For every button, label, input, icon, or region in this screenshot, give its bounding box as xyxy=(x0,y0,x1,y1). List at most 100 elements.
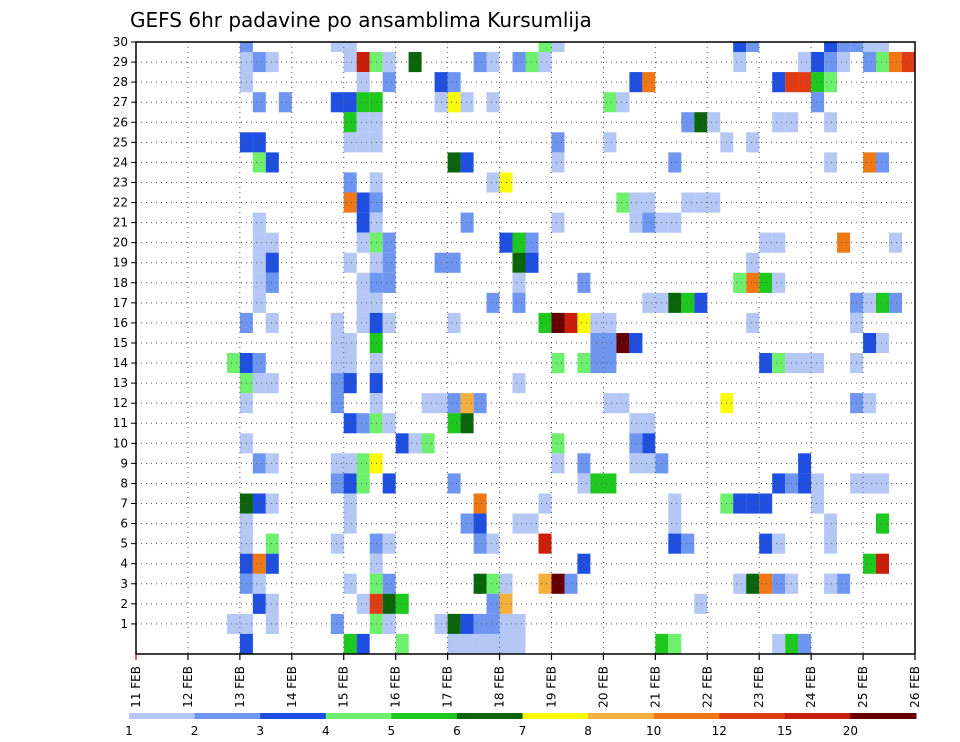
y-tick-label: 14 xyxy=(113,356,128,370)
heatmap-cell xyxy=(512,252,526,273)
heatmap-cell xyxy=(252,92,266,113)
heatmap-cell xyxy=(265,453,279,474)
heatmap-cell xyxy=(460,613,474,634)
heatmap-cell xyxy=(772,473,786,494)
heatmap-cell xyxy=(356,453,370,474)
heatmap-cell xyxy=(538,52,552,73)
heatmap-cell xyxy=(330,333,344,354)
heatmap-cell xyxy=(343,473,357,494)
color-legend: 1 2 3 4 5 6 7 8 10 12 15 20 xyxy=(125,713,917,738)
heatmap-cell xyxy=(824,152,838,173)
heatmap-cell xyxy=(265,52,279,73)
heatmap-cell xyxy=(252,252,266,273)
heatmap-cell xyxy=(382,272,396,293)
legend-swatch xyxy=(456,713,523,719)
heatmap-cell xyxy=(538,493,552,514)
heatmap-cell xyxy=(265,373,279,394)
heatmap-cell xyxy=(707,192,721,213)
heatmap-cell xyxy=(746,573,760,594)
heatmap-cell xyxy=(538,42,552,52)
legend-label: 4 xyxy=(322,724,330,738)
heatmap-cell xyxy=(889,52,902,73)
heatmap-cell xyxy=(759,533,773,554)
heatmap-cell xyxy=(382,613,396,634)
heatmap-cell xyxy=(876,292,889,313)
heatmap-cell xyxy=(863,42,877,52)
heatmap-cell xyxy=(252,453,266,474)
heatmap-cell xyxy=(382,252,396,273)
heatmap-cell xyxy=(798,353,812,374)
heatmap-cell xyxy=(629,433,643,454)
y-tick-label: 10 xyxy=(113,436,128,450)
heatmap-cell xyxy=(447,92,461,113)
y-tick-label: 7 xyxy=(120,497,128,511)
x-tick-label: 24 FEB xyxy=(804,666,818,708)
heatmap-cell xyxy=(629,413,643,434)
dotted-grid xyxy=(136,41,915,654)
heatmap-cell xyxy=(343,413,357,434)
heatmap-cell xyxy=(824,573,838,594)
heatmap-cell xyxy=(850,42,864,52)
x-tick-label: 16 FEB xyxy=(389,666,403,708)
heatmap-cell xyxy=(343,513,357,534)
heatmap-cell xyxy=(733,493,747,514)
heatmap-cell xyxy=(629,333,643,354)
heatmap-cell xyxy=(356,292,370,313)
heatmap-cell xyxy=(408,52,422,73)
heatmap-cell xyxy=(824,42,838,52)
heatmap-cell xyxy=(876,52,889,73)
heatmap-cell xyxy=(876,553,889,574)
legend-swatch xyxy=(194,713,261,719)
legend-label: 15 xyxy=(777,724,792,738)
x-tick-label: 26 FEB xyxy=(908,666,922,708)
heatmap-cell xyxy=(512,633,526,654)
heatmap-cell xyxy=(707,112,721,133)
legend-label: 8 xyxy=(584,724,592,738)
heatmap-cell xyxy=(512,52,526,73)
heatmap-cell xyxy=(239,42,253,52)
heatmap-cell xyxy=(447,413,461,434)
y-tick-label: 3 xyxy=(120,577,128,591)
heatmap-cell xyxy=(343,493,357,514)
heatmap-cell xyxy=(421,393,435,414)
heatmap-cell xyxy=(473,633,487,654)
y-tick-label: 28 xyxy=(113,75,128,89)
heatmap-cell xyxy=(798,453,812,474)
heatmap-cell xyxy=(551,573,565,594)
x-tick-label: 20 FEB xyxy=(596,666,610,708)
y-tick-label: 8 xyxy=(120,476,128,490)
heatmap-cell xyxy=(382,593,396,614)
heatmap-cell xyxy=(551,132,565,153)
heatmap-cell xyxy=(265,533,279,554)
heatmap-cell xyxy=(512,232,526,253)
heatmap-cell xyxy=(889,232,902,253)
legend-swatch xyxy=(719,713,786,719)
heatmap-cell xyxy=(330,533,344,554)
heatmap-cell xyxy=(252,373,266,394)
heatmap-cell xyxy=(252,553,266,574)
legend-label: 10 xyxy=(646,724,661,738)
heatmap-cell xyxy=(772,72,786,93)
heatmap-cell xyxy=(551,42,565,52)
heatmap-cell xyxy=(486,92,500,113)
heatmap-cell xyxy=(811,353,825,374)
heatmap-cell xyxy=(265,613,279,634)
heatmap-cell xyxy=(668,633,682,654)
heatmap-cell xyxy=(538,573,552,594)
y-tick-label: 9 xyxy=(120,456,128,470)
heatmap-cell xyxy=(642,433,656,454)
heatmap-cell xyxy=(226,613,240,634)
heatmap-cell xyxy=(824,112,838,133)
heatmap-cell xyxy=(811,493,825,514)
x-tick-label: 11 FEB xyxy=(129,666,143,708)
heatmap-cell xyxy=(824,533,838,554)
x-tick-label: 18 FEB xyxy=(493,666,507,708)
heatmap-cell xyxy=(551,152,565,173)
legend-swatch xyxy=(850,713,917,719)
heatmap-cell xyxy=(330,473,344,494)
y-axis-ticks: 1234567891011121314151617181920212223242… xyxy=(113,35,136,631)
heatmap-cell xyxy=(265,493,279,514)
heatmap-cell xyxy=(356,132,370,153)
heatmap-cell xyxy=(343,633,357,654)
heatmap-cell xyxy=(265,232,279,253)
